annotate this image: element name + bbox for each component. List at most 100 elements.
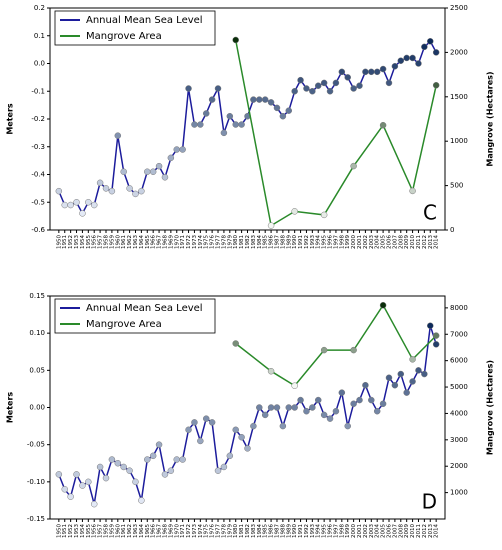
y-tick-label: 0.15 bbox=[29, 292, 45, 300]
x-tick-label: 1982 bbox=[245, 524, 251, 538]
x-tick-label: 1983 bbox=[251, 235, 257, 249]
x-tick-label: 1953 bbox=[74, 235, 80, 249]
x-tick-label: 1965 bbox=[145, 524, 151, 538]
y2-tick-label: 1000 bbox=[450, 489, 468, 497]
data-point bbox=[297, 396, 304, 404]
x-tick-label: 1983 bbox=[251, 524, 257, 538]
data-point bbox=[167, 467, 175, 474]
y-tick-label: 0.00 bbox=[29, 404, 45, 412]
x-tick-label: 1968 bbox=[162, 524, 168, 538]
data-point bbox=[161, 174, 169, 181]
x-tick-label: 1988 bbox=[280, 524, 286, 538]
x-tick-label: 1975 bbox=[204, 524, 210, 538]
x-tick-label: 2011 bbox=[416, 524, 422, 538]
data-point bbox=[114, 132, 122, 139]
data-point bbox=[379, 400, 387, 408]
data-point bbox=[208, 419, 216, 426]
legend-label: Mangrove Area bbox=[86, 31, 162, 42]
x-tick-label: 1998 bbox=[339, 235, 345, 249]
data-point bbox=[179, 146, 186, 153]
x-tick-label: 1950 bbox=[56, 524, 62, 538]
data-point bbox=[344, 74, 351, 81]
y-tick-label: -0.10 bbox=[27, 478, 45, 486]
x-tick-label: 1953 bbox=[74, 524, 80, 538]
x-tick-label: 1990 bbox=[292, 235, 298, 249]
data-point bbox=[138, 187, 145, 195]
data-point bbox=[350, 162, 357, 170]
y2-tick-label: 5000 bbox=[450, 383, 468, 391]
x-tick-label: 1955 bbox=[86, 235, 92, 249]
data-point bbox=[155, 162, 163, 170]
y-tick-label: 0.05 bbox=[29, 366, 45, 374]
x-tick-label: 1971 bbox=[180, 524, 186, 538]
legend-box bbox=[54, 298, 216, 334]
data-point bbox=[267, 367, 275, 375]
x-tick-label: 1975 bbox=[204, 235, 210, 249]
x-tick-label: 1952 bbox=[68, 235, 74, 249]
data-point bbox=[244, 445, 251, 452]
data-point bbox=[226, 112, 234, 120]
data-point bbox=[350, 85, 357, 92]
data-point bbox=[291, 382, 298, 389]
data-point bbox=[155, 441, 163, 448]
x-tick-label: 1964 bbox=[139, 235, 145, 249]
data-point bbox=[173, 456, 181, 463]
data-point bbox=[279, 422, 287, 430]
y-axis-label: Meters bbox=[6, 103, 15, 135]
data-point bbox=[362, 68, 369, 76]
x-tick-label: 2014 bbox=[434, 524, 440, 538]
data-point bbox=[61, 201, 68, 209]
data-point bbox=[90, 500, 98, 508]
data-point bbox=[114, 460, 122, 467]
x-tick-label: 1991 bbox=[298, 524, 304, 538]
data-point bbox=[73, 471, 80, 478]
x-tick-label: 1969 bbox=[168, 524, 174, 538]
x-tick-label: 1961 bbox=[121, 524, 127, 538]
x-tick-label: 1974 bbox=[198, 524, 204, 538]
data-point bbox=[432, 82, 440, 89]
data-point bbox=[167, 154, 175, 162]
data-point bbox=[197, 437, 204, 445]
x-tick-label: 2012 bbox=[422, 235, 428, 249]
x-tick-label: 1980 bbox=[233, 235, 239, 249]
data-point bbox=[432, 341, 440, 348]
data-point bbox=[391, 381, 399, 389]
y2-tick-label: 1000 bbox=[450, 137, 468, 145]
data-point bbox=[332, 407, 340, 415]
data-point bbox=[356, 396, 363, 404]
x-tick-label: 1991 bbox=[298, 235, 304, 249]
x-tick-label: 1994 bbox=[316, 235, 322, 249]
y-tick-label: -0.1 bbox=[31, 87, 45, 95]
data-point bbox=[138, 497, 145, 504]
data-point bbox=[320, 346, 328, 354]
y-tick-label: -0.6 bbox=[31, 226, 45, 234]
legend-box bbox=[54, 10, 216, 46]
x-tick-label: 1987 bbox=[274, 524, 280, 538]
x-tick-label: 2000 bbox=[351, 235, 357, 249]
legend-label: Mangrove Area bbox=[86, 319, 162, 330]
data-point bbox=[267, 99, 275, 106]
data-point bbox=[409, 187, 416, 195]
x-tick-label: 1977 bbox=[216, 524, 222, 538]
x-tick-label: 1970 bbox=[174, 524, 180, 538]
data-point bbox=[132, 190, 139, 198]
data-point bbox=[79, 482, 86, 489]
x-tick-label: 1958 bbox=[104, 235, 110, 249]
x-tick-label: 1972 bbox=[186, 235, 192, 249]
data-point bbox=[273, 404, 281, 411]
data-point bbox=[397, 370, 405, 378]
x-tick-label: 1993 bbox=[310, 235, 316, 249]
x-tick-label: 2010 bbox=[410, 235, 416, 249]
data-point bbox=[55, 471, 63, 478]
data-point bbox=[232, 426, 239, 434]
y2-tick-label: 8000 bbox=[450, 304, 468, 312]
data-point bbox=[73, 199, 80, 206]
data-point bbox=[432, 332, 440, 339]
x-tick-label: 1952 bbox=[68, 524, 74, 538]
legend-label: Annual Mean Sea Level bbox=[86, 303, 203, 314]
data-point bbox=[61, 486, 68, 493]
data-point bbox=[279, 112, 287, 120]
data-point bbox=[415, 367, 422, 374]
data-point bbox=[297, 76, 304, 84]
